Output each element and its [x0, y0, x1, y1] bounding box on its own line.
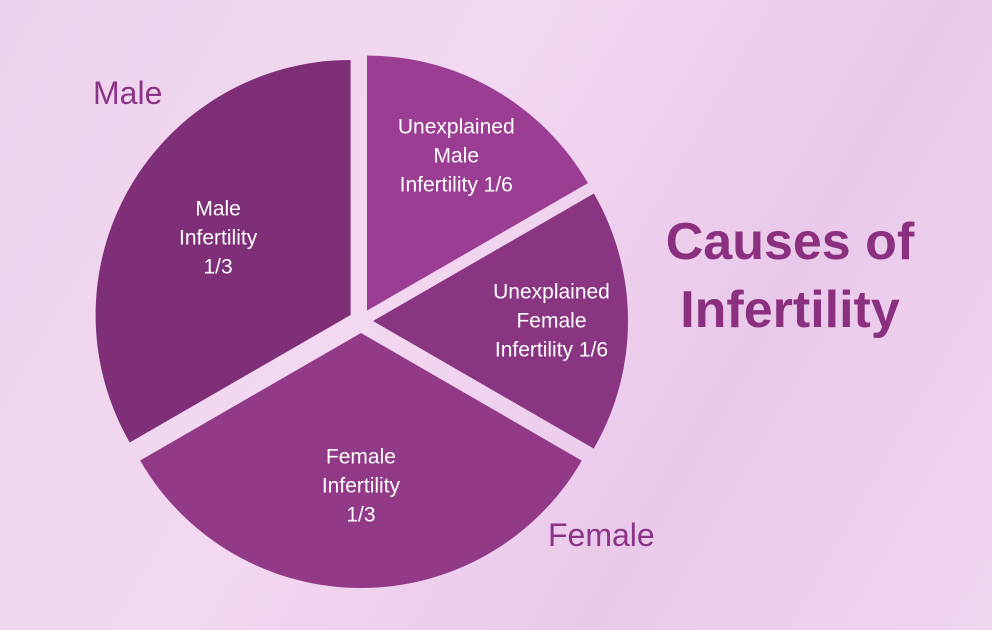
pie-slice — [373, 193, 629, 449]
pie-slice — [140, 333, 582, 588]
annotation: Male — [93, 75, 163, 111]
slice-label: Unexplained Female Infertility 1/6 — [491, 278, 613, 365]
slice-label: Female Infertility 1/3 — [301, 443, 421, 530]
value-label: 1/3 — [346, 503, 376, 527]
chart-title: Causes of Infertility — [665, 213, 915, 339]
category-label: Unexplained Female Infertility — [493, 280, 610, 362]
annotation: Female — [548, 517, 655, 553]
category-label: Male Infertility — [179, 197, 258, 250]
slice-label: Unexplained Male Infertility 1/6 — [395, 113, 517, 200]
value-label: 1/6 — [578, 338, 609, 362]
pie-slice — [367, 55, 588, 311]
category-label: Female Infertility — [321, 445, 401, 498]
value-label: 1/6 — [483, 173, 513, 197]
slice-label: Male Infertility 1/3 — [158, 195, 278, 282]
pie-slice — [95, 59, 351, 443]
value-label: 1/3 — [203, 255, 233, 279]
category-label: Unexplained Male Infertility — [397, 115, 515, 197]
